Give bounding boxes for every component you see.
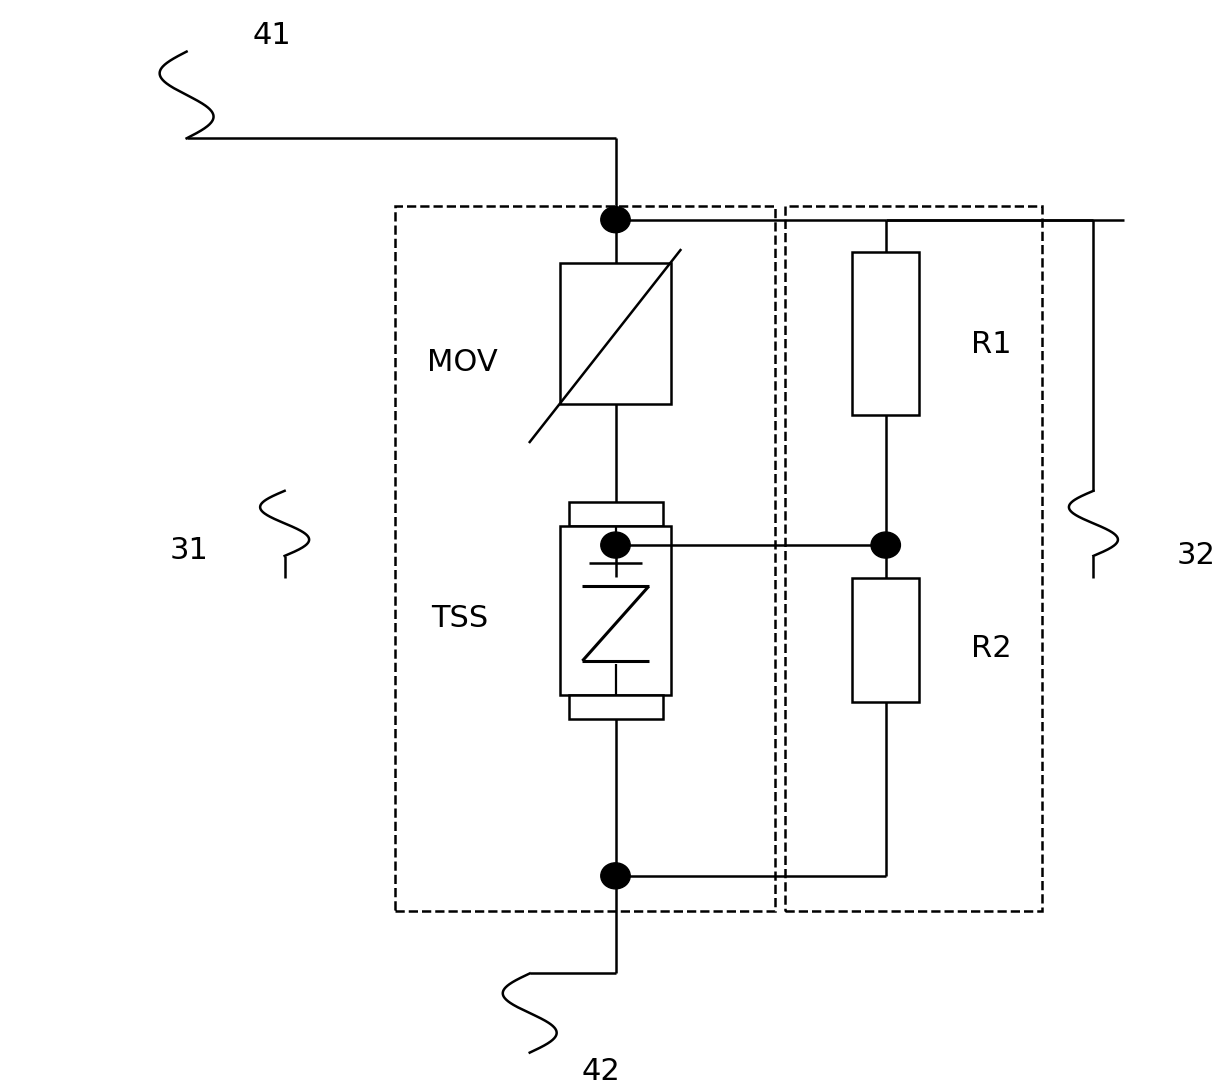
Text: 42: 42 bbox=[581, 1057, 620, 1085]
FancyBboxPatch shape bbox=[852, 578, 920, 702]
Circle shape bbox=[872, 532, 900, 558]
FancyBboxPatch shape bbox=[784, 205, 1041, 911]
Circle shape bbox=[601, 863, 630, 889]
FancyBboxPatch shape bbox=[852, 252, 920, 415]
Text: R2: R2 bbox=[971, 633, 1012, 663]
Text: R1: R1 bbox=[971, 330, 1012, 359]
FancyBboxPatch shape bbox=[395, 205, 774, 911]
FancyBboxPatch shape bbox=[569, 695, 664, 719]
Text: 32: 32 bbox=[1177, 542, 1216, 570]
Text: 41: 41 bbox=[254, 21, 292, 50]
Text: MOV: MOV bbox=[427, 348, 497, 378]
Circle shape bbox=[601, 206, 630, 233]
Text: TSS: TSS bbox=[431, 604, 489, 633]
FancyBboxPatch shape bbox=[560, 263, 671, 404]
FancyBboxPatch shape bbox=[560, 525, 671, 695]
Circle shape bbox=[601, 532, 630, 558]
Text: 31: 31 bbox=[170, 536, 208, 565]
FancyBboxPatch shape bbox=[569, 501, 664, 525]
